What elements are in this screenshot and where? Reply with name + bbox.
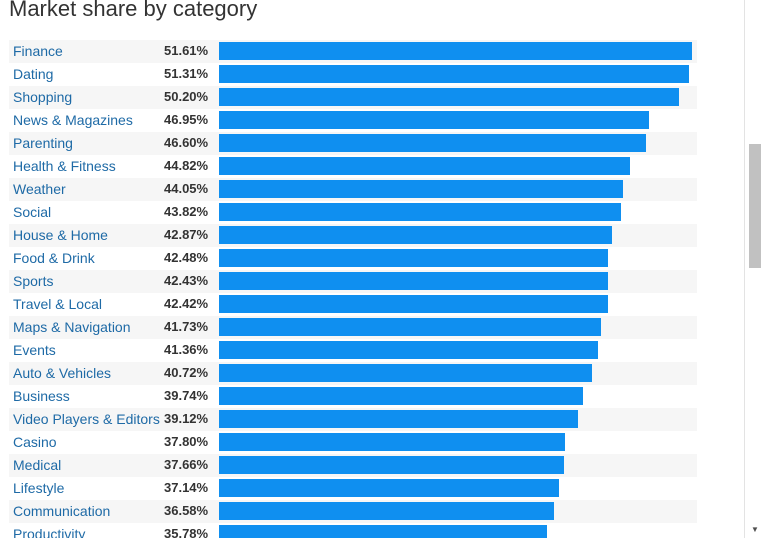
- bar: [219, 65, 689, 83]
- value-label: 42.42%: [164, 296, 209, 311]
- bar: [219, 295, 608, 313]
- bar: [219, 433, 565, 451]
- bar: [219, 157, 630, 175]
- bar: [219, 203, 621, 221]
- bar: [219, 134, 646, 152]
- bar: [219, 479, 559, 497]
- category-label[interactable]: Communication: [13, 503, 111, 519]
- bar: [219, 42, 692, 60]
- chart-row: Social 43.82%: [9, 201, 697, 224]
- bar: [219, 226, 612, 244]
- bar-chart: Finance 51.61% Dating 51.31% Shopping 50.20% N…: [9, 40, 697, 538]
- value-label: 37.66%: [164, 457, 209, 472]
- category-label[interactable]: Social: [13, 204, 52, 220]
- bar: [219, 88, 679, 106]
- chart-row: Maps & Navigation 41.73%: [9, 316, 697, 339]
- value-label: 41.36%: [164, 342, 209, 357]
- chart-row: Productivity 35.78%: [9, 523, 697, 538]
- chart-row: Travel & Local 42.42%: [9, 293, 697, 316]
- chart-row: Business 39.74%: [9, 385, 697, 408]
- value-label: 50.20%: [164, 89, 209, 104]
- value-label: 39.74%: [164, 388, 209, 403]
- chart-row: Food & Drink 42.48%: [9, 247, 697, 270]
- value-label: 39.12%: [164, 411, 209, 426]
- chart-row: Lifestyle 37.14%: [9, 477, 697, 500]
- scrollbar-thumb[interactable]: [749, 144, 761, 268]
- bar: [219, 502, 554, 520]
- category-label[interactable]: Auto & Vehicles: [13, 365, 112, 381]
- bar: [219, 249, 608, 267]
- category-label[interactable]: Video Players & Editors: [13, 411, 160, 427]
- chart-row: Medical 37.66%: [9, 454, 697, 477]
- category-label[interactable]: Productivity: [13, 526, 86, 538]
- category-label[interactable]: Finance: [13, 43, 63, 59]
- category-label[interactable]: Sports: [13, 273, 54, 289]
- category-label[interactable]: Business: [13, 388, 70, 404]
- chart-row: Video Players & Editors 39.12%: [9, 408, 697, 431]
- value-label: 44.05%: [164, 181, 209, 196]
- bar: [219, 111, 649, 129]
- bar: [219, 410, 578, 428]
- bar: [219, 180, 623, 198]
- chart-row: Shopping 50.20%: [9, 86, 697, 109]
- chart-title: Market share by category: [9, 0, 258, 21]
- category-label[interactable]: Health & Fitness: [13, 158, 116, 174]
- category-label[interactable]: Dating: [13, 66, 54, 82]
- chart-row: Auto & Vehicles 40.72%: [9, 362, 697, 385]
- chart-row: Health & Fitness 44.82%: [9, 155, 697, 178]
- value-label: 42.48%: [164, 250, 209, 265]
- chart-row: Casino 37.80%: [9, 431, 697, 454]
- chart-row: Events 41.36%: [9, 339, 697, 362]
- bar: [219, 387, 583, 405]
- vertical-scrollbar[interactable]: ▼: [744, 0, 762, 538]
- bar: [219, 364, 592, 382]
- scroll-down-arrow-icon[interactable]: ▼: [751, 525, 759, 534]
- category-label[interactable]: Events: [13, 342, 56, 358]
- bar: [219, 525, 547, 538]
- value-label: 46.95%: [164, 112, 209, 127]
- value-label: 41.73%: [164, 319, 209, 334]
- value-label: 42.43%: [164, 273, 209, 288]
- category-label[interactable]: Parenting: [13, 135, 73, 151]
- value-label: 42.87%: [164, 227, 209, 242]
- value-label: 43.82%: [164, 204, 209, 219]
- category-label[interactable]: Lifestyle: [13, 480, 65, 496]
- bar: [219, 318, 601, 336]
- chart-row: News & Magazines 46.95%: [9, 109, 697, 132]
- value-label: 40.72%: [164, 365, 209, 380]
- category-label[interactable]: Maps & Navigation: [13, 319, 131, 335]
- chart-row: Parenting 46.60%: [9, 132, 697, 155]
- value-label: 44.82%: [164, 158, 209, 173]
- chart-row: Sports 42.43%: [9, 270, 697, 293]
- category-label[interactable]: News & Magazines: [13, 112, 133, 128]
- bar: [219, 272, 608, 290]
- chart-row: House & Home 42.87%: [9, 224, 697, 247]
- value-label: 51.61%: [164, 43, 209, 58]
- chart-row: Finance 51.61%: [9, 40, 697, 63]
- bar: [219, 456, 564, 474]
- value-label: 51.31%: [164, 66, 209, 81]
- chart-row: Communication 36.58%: [9, 500, 697, 523]
- value-label: 37.14%: [164, 480, 209, 495]
- chart-row: Dating 51.31%: [9, 63, 697, 86]
- chart-row: Weather 44.05%: [9, 178, 697, 201]
- category-label[interactable]: Food & Drink: [13, 250, 95, 266]
- category-label[interactable]: Weather: [13, 181, 66, 197]
- value-label: 35.78%: [164, 526, 209, 538]
- value-label: 36.58%: [164, 503, 209, 518]
- category-label[interactable]: Medical: [13, 457, 62, 473]
- category-label[interactable]: Travel & Local: [13, 296, 102, 312]
- category-label[interactable]: House & Home: [13, 227, 108, 243]
- value-label: 37.80%: [164, 434, 209, 449]
- value-label: 46.60%: [164, 135, 209, 150]
- bar: [219, 341, 598, 359]
- category-label[interactable]: Shopping: [13, 89, 73, 105]
- category-label[interactable]: Casino: [13, 434, 57, 450]
